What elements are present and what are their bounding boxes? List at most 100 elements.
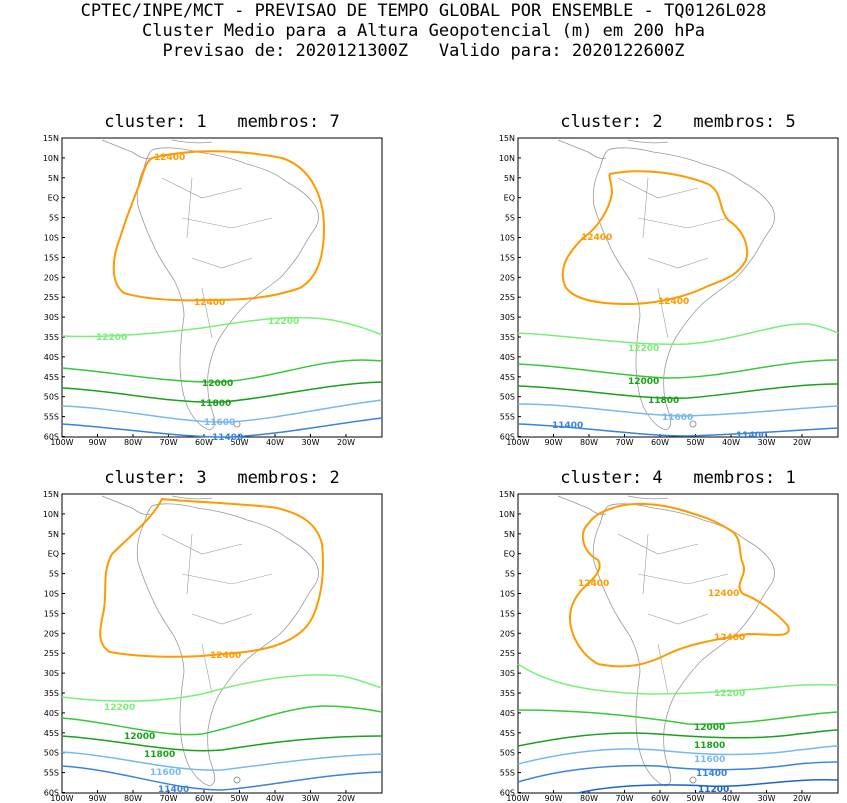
lat-tick-label: 20S xyxy=(500,273,515,282)
contour-label: 12000 xyxy=(124,732,155,742)
map-frame xyxy=(61,493,383,794)
lat-tick-label: 45S xyxy=(500,373,515,382)
country-borders xyxy=(161,533,273,695)
lat-tick-label: 40S xyxy=(44,709,59,718)
lat-tick-label: 55S xyxy=(500,769,515,778)
lat-tick-label: 5S xyxy=(505,214,515,223)
lat-tick-label: 50S xyxy=(500,393,515,402)
map-panel-1: 15N 10N 5N EQ 5S 10S 15S 20S 25S 30S 35S 40S 45S 50S 5… xyxy=(43,134,383,446)
contour-label: 11400 xyxy=(736,431,767,441)
lat-axis: 15N 10N 5N EQ 5S 10S 15S 20S 25S 30S 35S 40S 45S 50S 5… xyxy=(43,490,65,798)
map-frame xyxy=(517,137,839,438)
contour-label: 12200 xyxy=(104,703,135,713)
lon-tick-label: 30W xyxy=(301,794,319,802)
lon-tick-label: 40W xyxy=(266,438,284,446)
lat-tick-label: EQ xyxy=(504,550,515,559)
lat-tick-label: 15S xyxy=(44,253,59,262)
contour-11800 xyxy=(61,735,383,752)
lon-tick-label: 80W xyxy=(580,794,598,802)
lat-tick-label: 5N xyxy=(504,174,515,183)
lon-tick-label: 80W xyxy=(124,794,142,802)
contour-11400 xyxy=(61,765,383,791)
lat-tick-label: 40S xyxy=(500,709,515,718)
lat-tick-label: 60S xyxy=(44,789,59,798)
map-panel-2: 15N 10N 5N EQ 5S 10S 15S 20S 25S 30S 35S 40S 45S 50S 5… xyxy=(499,134,839,446)
lat-tick-label: 35S xyxy=(500,333,515,342)
contour-11600 xyxy=(61,399,383,423)
contour-label: 11600 xyxy=(204,418,235,428)
lat-tick-label: 35S xyxy=(500,689,515,698)
contour-label: 12400 xyxy=(194,298,225,308)
lon-tick-label: 50W xyxy=(230,794,248,802)
contour-11200 xyxy=(577,778,839,794)
header-line-3: Previsao de: 2020121300Z Valido para: 20… xyxy=(162,41,685,61)
contour-12000 xyxy=(517,709,839,725)
lat-tick-label: 35S xyxy=(44,689,59,698)
contour-11800 xyxy=(517,383,839,399)
lat-tick-label: EQ xyxy=(504,194,515,203)
lon-tick-label: 50W xyxy=(686,438,704,446)
contour-12200 xyxy=(61,316,383,338)
contour-label: 12000 xyxy=(628,377,659,387)
falkland-islands xyxy=(689,420,697,428)
contour-11600 xyxy=(517,403,839,417)
contour-12200 xyxy=(61,674,383,702)
lat-tick-label: 15N xyxy=(43,490,59,499)
lat-tick-label: 50S xyxy=(500,749,515,758)
lon-tick-label: 20W xyxy=(793,794,811,802)
lat-tick-label: 5S xyxy=(49,570,59,579)
contour-label: 11600 xyxy=(150,768,181,778)
lon-tick-label: 50W xyxy=(686,794,704,802)
lat-tick-label: 15S xyxy=(500,253,515,262)
lon-tick-label: 40W xyxy=(266,794,284,802)
lon-tick-label: 20W xyxy=(793,438,811,446)
lon-tick-label: 70W xyxy=(615,438,633,446)
lat-tick-label: 35S xyxy=(44,333,59,342)
lon-tick-label: 70W xyxy=(159,794,177,802)
contour-label: 12200 xyxy=(268,317,299,327)
contour-label: 12400 xyxy=(581,233,612,243)
lon-tick-label: 90W xyxy=(88,794,106,802)
contour-12200 xyxy=(517,323,839,346)
lon-tick-label: 20W xyxy=(337,438,355,446)
lat-tick-label: 25S xyxy=(44,649,59,658)
lat-tick-label: 15S xyxy=(500,609,515,618)
lon-tick-label: 70W xyxy=(615,794,633,802)
contour-label: 12200 xyxy=(628,344,659,354)
lat-tick-label: EQ xyxy=(48,194,59,203)
panel-title-3: cluster: 3 membros: 2 xyxy=(104,468,340,488)
lon-tick-label: 20W xyxy=(337,794,355,802)
contour-label: 11400 xyxy=(212,433,243,443)
lat-tick-label: 25S xyxy=(44,293,59,302)
lon-tick-label: 70W xyxy=(159,438,177,446)
panel-title-2: cluster: 2 membros: 5 xyxy=(560,112,796,132)
contour-label: 12400 xyxy=(154,153,185,163)
contour-label: 12200 xyxy=(714,689,745,699)
contour-label: 11600 xyxy=(694,755,725,765)
lat-tick-label: 60S xyxy=(500,789,515,798)
lat-tick-label: 15N xyxy=(499,490,515,499)
header-line-2: Cluster Medio para a Altura Geopotencial… xyxy=(142,21,705,41)
contours: 12400 12400 12200 12200 12000 11800 1160… xyxy=(61,150,383,443)
lon-tick-label: 30W xyxy=(757,438,775,446)
south-america-coastline xyxy=(136,503,319,787)
lat-tick-label: 10N xyxy=(43,154,59,163)
contour-label: 11800 xyxy=(200,399,231,409)
lat-tick-label: 15S xyxy=(44,609,59,618)
contour-11400 xyxy=(517,423,839,437)
central-america-coastline xyxy=(557,495,669,515)
lon-tick-label: 90W xyxy=(544,438,562,446)
central-america-coastline xyxy=(101,139,213,159)
lon-tick-label: 80W xyxy=(580,438,598,446)
lon-tick-label: 40W xyxy=(722,438,740,446)
contour-12000 xyxy=(61,705,383,736)
lat-tick-label: 25S xyxy=(500,293,515,302)
lat-tick-label: 50S xyxy=(44,749,59,758)
lon-tick-label: 90W xyxy=(88,438,106,446)
lon-tick-label: 30W xyxy=(757,794,775,802)
lat-tick-label: 5S xyxy=(505,570,515,579)
south-america-coastline xyxy=(592,147,775,431)
lon-tick-label: 100W xyxy=(50,438,73,446)
contour-11400 xyxy=(517,761,839,783)
contour-12000 xyxy=(61,359,383,383)
